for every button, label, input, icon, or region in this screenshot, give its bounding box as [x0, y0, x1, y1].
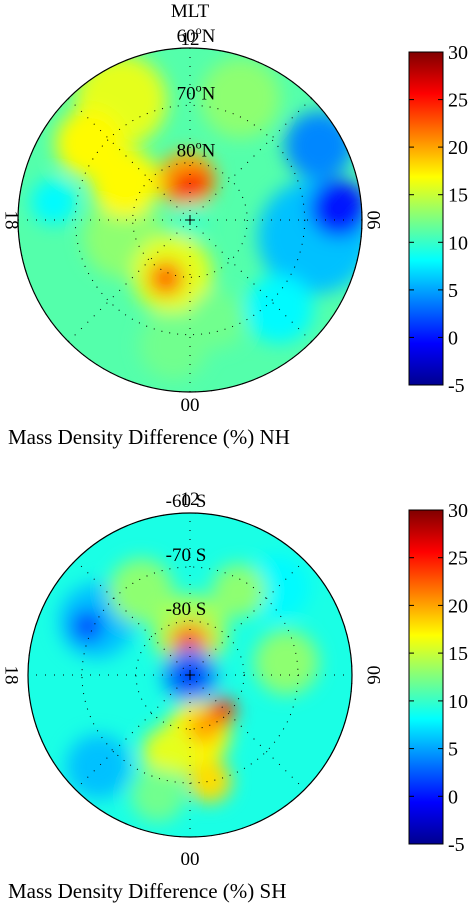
nh-colorbar: 30 25 20 15 10 5 0 -5: [408, 42, 468, 397]
nh-colorbar-tick-label-3: 15: [448, 185, 468, 207]
nh-latitude-label-0: 60oN: [177, 23, 216, 47]
sh-region-4: [108, 558, 174, 624]
nh-region-1: [309, 179, 362, 238]
sh-latitude-label-2: -80 S: [166, 599, 207, 620]
nh-region-16: [188, 291, 246, 349]
sh-mlt-spoke-9: [189, 560, 305, 676]
sh-colorbar-tick-label-4: 10: [448, 691, 468, 713]
nh-colorbar-ticks: 30 25 20 15 10 5 0 -5: [409, 42, 468, 397]
nh-mlt-header: MLT: [171, 1, 210, 22]
nh-heatmap: [18, 48, 362, 392]
sh-latitude-label-1: -70 S: [166, 545, 207, 566]
sh-mlt-spoke-21: [75, 674, 191, 790]
nh-latitude-labels: 60oN 70oN 80oN: [177, 23, 216, 162]
nh-heatmap-regions: [30, 54, 362, 380]
sh-region-2: [66, 734, 131, 799]
nh-region-8: [91, 148, 160, 218]
nh-outer-circle: [17, 47, 363, 393]
sh-caption: Mass Density Difference (%) SH: [8, 879, 286, 903]
sh-colorbar-tick-label-0: 30: [448, 500, 468, 522]
nh-colorbar-tick-label-7: -5: [448, 375, 465, 397]
nh-caption: Mass Density Difference (%) NH: [8, 425, 290, 449]
sh-colorbar-ticks: 30 25 20 15 10 5 0 -5: [409, 500, 468, 856]
sh-region-6: [254, 629, 319, 695]
nh-region-17: [30, 179, 77, 225]
sh-mlt-label-12: 12: [181, 489, 200, 510]
nh-region-14: [148, 261, 184, 296]
sh-colorbar: 30 25 20 15 10 5 0 -5: [408, 500, 468, 856]
nh-mlt-label-00: 00: [181, 395, 200, 416]
nh-colorbar-fill: [408, 51, 444, 386]
nh-colorbar-tick-label-2: 20: [448, 137, 468, 159]
nh-region-11: [188, 169, 212, 193]
sh-colorbar-fill: [408, 509, 444, 845]
nh-colorbar-tick-label-6: 0: [448, 327, 458, 349]
nh-center-marker: [185, 215, 195, 225]
sh-colorbar-tick-label-3: 15: [448, 643, 468, 665]
nh-latitude-circle-2: [132, 162, 248, 278]
sh-latitude-labels: -60 S -70 S -80 S: [166, 491, 207, 620]
nh-latitude-circle-1: [74, 104, 306, 336]
nh-latitude-label-2: 80oN: [177, 138, 216, 162]
sh-latitude-label-0: -60 S: [166, 491, 207, 512]
sh-region-15: [142, 726, 196, 781]
sh-outer-circle: [27, 512, 353, 838]
sh-region-5: [211, 563, 266, 618]
sh-colorbar-tick-label-1: 25: [448, 548, 468, 570]
nh-mlt-label-06: 06: [363, 211, 384, 230]
sh-mlt-label-00: 00: [181, 849, 200, 870]
nh-panel: MLT 60oN 70oN 80oN 12 00 18 06 30 25 20 15 10 5…: [1, 1, 468, 449]
sh-region-14: [209, 697, 236, 725]
sh-region-1: [71, 610, 104, 643]
sh-center-marker: [185, 670, 195, 680]
sh-colorbar-tick-label-5: 5: [448, 739, 458, 761]
nh-mlt-label-12: 12: [181, 29, 200, 50]
nh-colorbar-tick-label-0: 30: [448, 42, 468, 64]
sh-colorbar-tick-label-6: 0: [448, 786, 458, 808]
nh-region-4: [200, 58, 281, 139]
nh-mlt-label-18: 18: [1, 211, 22, 230]
sh-mlt-label-18: 18: [1, 666, 22, 685]
nh-region-2: [284, 111, 354, 180]
nh-colorbar-tick-label-1: 25: [448, 90, 468, 112]
sh-mlt-spoke-3: [189, 674, 305, 790]
sh-mlt-label-06: 06: [363, 666, 384, 685]
sh-region-16: [188, 759, 232, 803]
sh-region-9: [177, 631, 200, 654]
sh-colorbar-tick-label-7: -5: [448, 834, 465, 856]
sh-mlt-spoke-15: [75, 560, 191, 676]
sh-region-17: [130, 768, 185, 822]
sh-panel: -60 S -70 S -80 S 12 00 18 06 30 25 20 15 10 5 0…: [1, 489, 468, 903]
nh-colorbar-tick-label-4: 10: [448, 232, 468, 254]
sh-colorbar-tick-label-2: 20: [448, 595, 468, 617]
nh-colorbar-tick-label-5: 5: [448, 280, 458, 302]
nh-latitude-label-1: 70oN: [177, 80, 216, 104]
